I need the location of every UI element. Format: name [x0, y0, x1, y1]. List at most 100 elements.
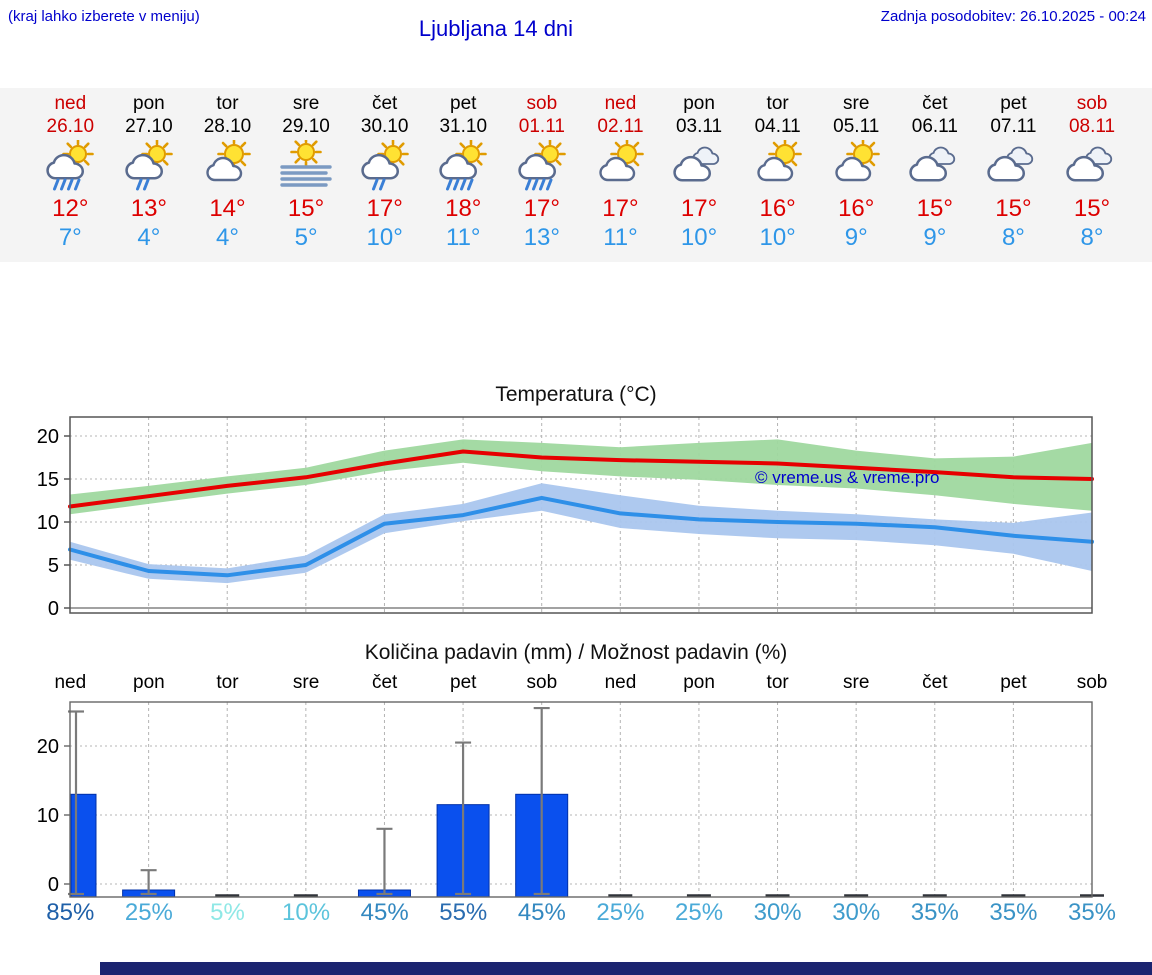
day-max-temp: 13° [130, 195, 168, 222]
day-name: pet [1000, 93, 1027, 114]
day-min-temp: 8° [1001, 224, 1025, 251]
day-date: 28.10 [203, 116, 252, 137]
weather-sun-cloud-icon [188, 138, 267, 194]
day-name: tor [766, 93, 789, 114]
day-max-temp: 16° [838, 195, 875, 222]
min-temp-band [70, 483, 1092, 584]
precip-day-labels: ned pon tor sre čet pet sob ned pon tor sre čet pet s… [0, 672, 1152, 694]
day-max-temp: 18° [445, 195, 482, 222]
day-name: sob [526, 93, 558, 114]
precip-probability: 25% [675, 899, 724, 926]
day-date: 27.10 [125, 116, 173, 137]
weather-cloud-icon [1053, 138, 1132, 194]
max-temp-band [70, 439, 1092, 515]
day-column: tor 28.10 14° 4° [188, 88, 267, 262]
weather-fog-icon [267, 138, 346, 194]
y-axis-label: 5 [48, 555, 59, 577]
day-date: 31.10 [439, 116, 488, 137]
weather-sun-cloud-icon [738, 138, 817, 194]
day-min-temp: 10° [366, 224, 403, 251]
day-max-temp: 12° [52, 195, 89, 222]
day-column: ned 02.11 17° 11° [581, 88, 660, 262]
day-min-temp: 4° [216, 224, 239, 251]
day-max-temp: 17° [523, 195, 560, 222]
day-date: 03.11 [675, 116, 723, 137]
day-date: 02.11 [597, 116, 644, 137]
day-name: pon [683, 93, 715, 114]
y-axis-label: 20 [37, 426, 59, 448]
day-max-temp: 17° [602, 195, 639, 222]
precip-probability: 25% [596, 899, 645, 926]
day-min-temp: 4° [137, 224, 161, 251]
y-axis-label: 0 [48, 874, 59, 896]
weather-sun-lightrain-icon [345, 138, 424, 194]
days-strip: ned 26.10 12° 7° pon 27.10 13° 4° tor 28.10 14° 4° s… [0, 88, 1152, 262]
precip-probabilities: 85% 25% 5% 10% 45% 55% 45% 25% 25% 30% 30% 35% 35% 35… [0, 899, 1152, 927]
day-max-temp: 17° [366, 195, 403, 222]
precip-probability: 85% [46, 899, 95, 926]
weather-cloud-icon [974, 138, 1053, 194]
day-min-temp: 7° [58, 224, 82, 251]
precip-probability: 45% [360, 899, 409, 926]
temperature-chart-svg: 0 5 10 15 20 © vreme.us & vreme.pro [37, 416, 1094, 620]
plot-border [69, 416, 1093, 614]
day-name: čet [922, 93, 948, 114]
precip-bar [70, 793, 97, 898]
x-axis-day-label: sre [843, 672, 870, 693]
day-min-temp: 10° [759, 224, 796, 251]
day-column: sre 05.11 16° 9° [817, 88, 896, 262]
x-axis-day-label: sob [1076, 672, 1108, 693]
day-max-temp: 14° [209, 195, 246, 222]
weather-sun-rain-icon [424, 138, 503, 194]
precip-probability: 35% [910, 899, 959, 926]
precip-probability: 55% [439, 899, 488, 926]
day-column: pon 27.10 13° 4° [110, 88, 189, 262]
day-max-temp: 15° [995, 195, 1032, 222]
x-axis-day-label: tor [216, 672, 239, 693]
day-date: 08.11 [1068, 116, 1116, 137]
precip-probability: 45% [517, 899, 566, 926]
max-temp-line [68, 449, 1094, 509]
y-axis-label: 10 [37, 512, 59, 534]
day-column: sob 01.11 17° 13° [503, 88, 582, 262]
x-axis-day-label: pet [1000, 672, 1027, 693]
day-name: ned [604, 93, 637, 114]
day-name: ned [54, 93, 87, 114]
x-axis-day-label: tor [766, 672, 789, 693]
precip-probability: 30% [832, 899, 881, 926]
day-name: sre [843, 93, 870, 114]
day-max-temp: 16° [759, 195, 796, 222]
weather-sun-cloud-icon [817, 138, 896, 194]
x-axis-day-label: čet [922, 672, 948, 693]
day-column: pon 03.11 17° 10° [660, 88, 739, 262]
day-column: tor 04.11 16° 10° [738, 88, 817, 262]
day-name: pon [133, 93, 165, 114]
x-axis-day-label: ned [604, 672, 637, 693]
day-max-temp: 15° [1073, 195, 1111, 222]
day-max-temp: 15° [916, 195, 953, 222]
precipitation-chart-title: Količina padavin (mm) / Možnost padavin … [364, 641, 788, 664]
day-name: sob [1076, 93, 1108, 114]
precip-probability: 35% [989, 899, 1038, 926]
day-date: 30.10 [360, 116, 409, 137]
watermark-link[interactable]: © vreme.us & vreme.pro [755, 468, 939, 487]
day-column: pet 31.10 18° 11° [424, 88, 503, 262]
day-column: čet 06.11 15° 9° [896, 88, 975, 262]
precipitation-chart-svg: 0 10 20 [37, 701, 1104, 898]
x-axis-day-label: pet [450, 672, 477, 693]
last-update: Zadnja posodobitev: 26.10.2025 - 00:24 [880, 8, 1146, 25]
weather-sun-rain-icon [31, 138, 110, 194]
day-date: 29.10 [282, 116, 330, 137]
day-date: 01.11 [518, 116, 565, 137]
precip-probability: 30% [753, 899, 802, 926]
day-date: 06.11 [911, 116, 958, 137]
day-column: pet 07.11 15° 8° [974, 88, 1053, 262]
page-title: Ljubljana 14 dni [418, 16, 574, 41]
min-temp-line [68, 495, 1094, 578]
weather-sun-cloud-icon [581, 138, 660, 194]
weather-sun-rain-icon [503, 138, 582, 194]
x-axis-day-label: ned [54, 672, 87, 693]
day-column: ned 26.10 12° 7° [31, 88, 110, 262]
day-date: 07.11 [990, 116, 1037, 137]
day-name: pet [450, 93, 477, 114]
